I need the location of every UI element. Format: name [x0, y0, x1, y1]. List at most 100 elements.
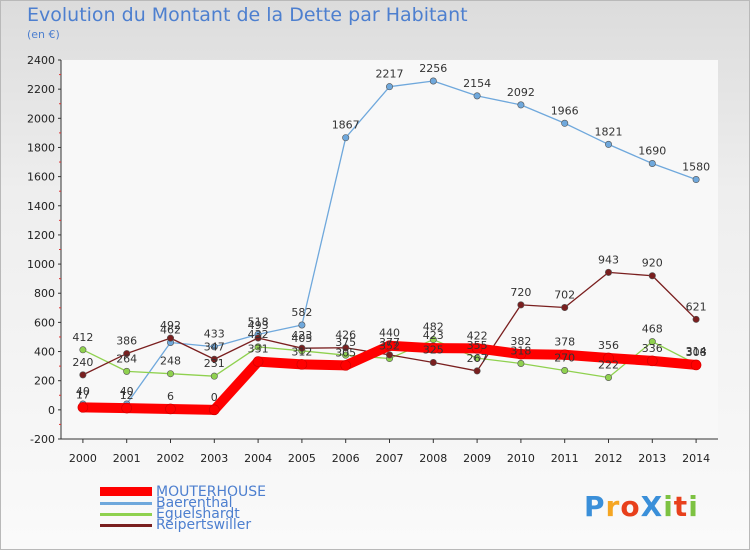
data-label: 0	[211, 391, 218, 404]
x-tick-label: 2009	[463, 452, 491, 465]
data-label: 422	[467, 329, 488, 342]
data-label: 6	[167, 390, 174, 403]
data-label: 331	[248, 343, 269, 356]
data-point	[79, 346, 87, 354]
data-point	[429, 358, 437, 366]
logo-letter: P	[584, 490, 606, 523]
data-label: 1821	[595, 125, 623, 138]
x-tick-label: 2011	[551, 452, 579, 465]
y-tick-label: 1400	[27, 200, 55, 213]
chart-title: Evolution du Montant de la Dette par Hab…	[27, 4, 468, 26]
data-label: 377	[379, 336, 400, 349]
data-point	[429, 77, 437, 85]
data-point	[604, 373, 612, 381]
y-tick-label: 2400	[27, 54, 55, 67]
x-tick-label: 2005	[288, 452, 316, 465]
data-label: 2154	[463, 77, 491, 90]
data-label: 423	[291, 329, 312, 342]
y-tick-label: 400	[34, 346, 55, 359]
data-point	[561, 119, 569, 127]
x-tick-label: 2012	[595, 452, 623, 465]
data-point	[209, 404, 220, 416]
data-point	[646, 355, 658, 367]
data-label: 720	[510, 286, 531, 299]
y-tick-label: 0	[48, 404, 55, 417]
y-tick-label: 2000	[27, 112, 55, 125]
y-tick-label: 2200	[27, 83, 55, 96]
data-point	[648, 159, 656, 167]
legend-label: Reipertswiller	[156, 517, 252, 533]
data-point	[165, 403, 176, 415]
data-label: 312	[291, 345, 312, 358]
data-label: 12	[120, 389, 134, 402]
y-tick-label: 600	[34, 316, 55, 329]
data-label: 492	[160, 319, 181, 332]
x-tick-label: 2004	[244, 452, 272, 465]
data-label: 2256	[419, 62, 447, 75]
data-point	[385, 351, 393, 359]
chart-subtitle: (en €)	[27, 28, 60, 41]
data-point	[517, 359, 525, 367]
data-label: 264	[116, 352, 137, 365]
data-point	[561, 366, 569, 374]
legend-item: Reipertswiller	[100, 517, 340, 533]
data-label: 1966	[551, 104, 579, 117]
data-label: 621	[686, 300, 707, 313]
y-tick-label: 1000	[27, 258, 55, 271]
data-label: 355	[467, 339, 488, 352]
data-point	[167, 370, 175, 378]
x-tick-label: 2010	[507, 452, 535, 465]
data-point	[648, 272, 656, 280]
data-point	[692, 315, 700, 323]
data-point	[123, 350, 131, 358]
data-label: 493	[248, 319, 269, 332]
data-point	[340, 360, 352, 371]
data-label: 920	[642, 257, 663, 270]
data-label: 423	[423, 329, 444, 342]
data-point	[648, 338, 656, 346]
data-label: 412	[72, 331, 93, 344]
legend-item: Eguelshardt	[100, 506, 340, 521]
data-label: 426	[335, 329, 356, 342]
data-label: 518	[248, 315, 269, 328]
data-label: 17	[76, 388, 90, 401]
legend-swatch	[100, 487, 152, 496]
plot-area	[61, 60, 718, 439]
data-point	[471, 343, 483, 354]
data-label: 1690	[638, 144, 666, 157]
y-tick-label: 200	[34, 375, 55, 388]
data-point	[517, 301, 525, 309]
data-label: 325	[423, 343, 444, 356]
data-point	[123, 367, 131, 375]
data-label: 40	[76, 385, 90, 398]
logo-letter: i	[688, 490, 699, 523]
data-label: 347	[204, 340, 225, 353]
data-label: 375	[335, 336, 356, 349]
data-point	[210, 355, 218, 363]
data-point	[296, 359, 308, 370]
data-point	[121, 402, 132, 414]
data-point	[604, 140, 612, 148]
data-label: 240	[72, 356, 93, 369]
data-point	[517, 101, 525, 109]
data-label: 943	[598, 253, 619, 266]
data-label: 40	[120, 385, 134, 398]
x-tick-label: 2008	[419, 452, 447, 465]
data-point	[79, 371, 87, 379]
data-point	[342, 134, 350, 142]
data-point	[385, 83, 393, 91]
legend-item: MOUTERHOUSE	[100, 484, 340, 499]
data-label: 1580	[682, 161, 710, 174]
x-tick-label: 2002	[157, 452, 185, 465]
data-label: 405	[291, 332, 312, 345]
data-point	[167, 334, 175, 342]
data-point	[254, 343, 262, 351]
data-point	[342, 344, 350, 352]
data-label: 2092	[507, 86, 535, 99]
data-label: 270	[554, 351, 575, 364]
data-point	[298, 321, 306, 329]
data-label: 336	[642, 342, 663, 355]
logo-letter: r	[605, 490, 621, 523]
logo-letter: X	[640, 490, 664, 523]
